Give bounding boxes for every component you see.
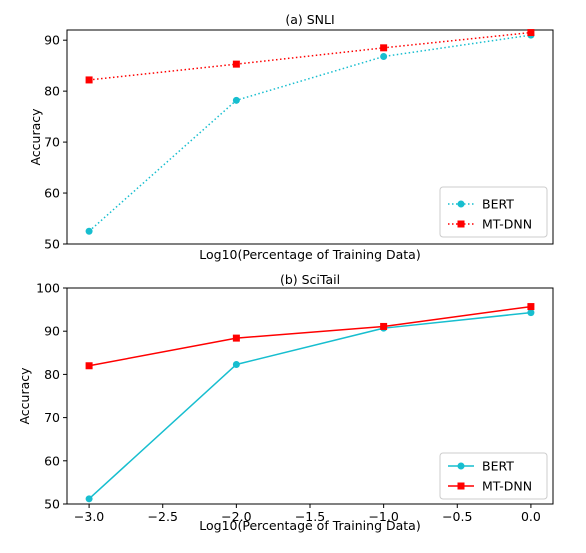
panel-scitail-series-bert-point xyxy=(85,495,93,503)
panel-snli-y-tick-label: 50 xyxy=(44,237,60,252)
panel-scitail-y-ticks: 50 60 70 80 90 100 xyxy=(36,281,67,512)
panel-scitail-x-tick-label: −1.0 xyxy=(368,509,398,524)
panel-scitail-series-mt-dnn-point xyxy=(527,303,535,311)
panel-snli-series-bert-point xyxy=(85,227,93,235)
panel-scitail-legend-bert-marker xyxy=(457,462,465,470)
panel-scitail-y-tick-label: 70 xyxy=(44,410,60,425)
panel-scitail-y-tick-label: 50 xyxy=(44,497,60,512)
panel-scitail-series-mt-dnn-line xyxy=(88,305,532,367)
panel-scitail-y-tick-label: 90 xyxy=(44,324,60,339)
panel-snli-series-mt-dnn-point xyxy=(85,76,93,84)
panel-snli-y-tick-label: 90 xyxy=(44,33,60,48)
panel-snli: (a) SNLI Accuracy Log10(Percentage of Tr… xyxy=(28,12,554,262)
panel-scitail-series-mt-dnn-point xyxy=(85,362,93,370)
panel-snli-series-mt-dnn-point xyxy=(380,44,388,52)
panel-snli-y-tick-label: 80 xyxy=(44,84,60,99)
panel-snli-plot-frame xyxy=(66,29,554,245)
panel-scitail-x-ticks: −3.0 −2.5 −2.0 −1.5 −1.0 −0.5 0.0 xyxy=(74,504,541,524)
panel-snli-legend: BERT MT-DNN xyxy=(439,186,548,238)
panel-scitail-legend-mtdnn-marker xyxy=(457,482,465,490)
panel-snli-ylabel: Accuracy xyxy=(28,108,43,166)
panel-scitail-x-tick-label: −0.5 xyxy=(442,509,472,524)
panel-scitail-legend-box xyxy=(439,452,548,500)
panel-snli-legend-mtdnn-marker xyxy=(457,220,465,228)
panel-snli-series-mt-dnn-point xyxy=(527,29,535,37)
panel-snli-legend-bert-label: BERT xyxy=(482,197,514,212)
panel-snli-xlabel: Log10(Percentage of Training Data) xyxy=(199,247,420,262)
panel-snli-series-bert-point xyxy=(232,96,240,104)
panel-scitail-ylabel: Accuracy xyxy=(17,367,32,425)
panel-snli-series-bert-point xyxy=(380,52,388,60)
panel-scitail-legend-bert-label: BERT xyxy=(482,459,514,474)
panel-scitail-x-tick-label: −2.5 xyxy=(148,509,178,524)
panel-scitail-series-bert-point xyxy=(232,360,240,368)
panel-snli-title: (a) SNLI xyxy=(285,12,334,27)
panel-scitail-legend-mtdnn-label: MT-DNN xyxy=(482,479,532,494)
panel-scitail-x-tick-label: −3.0 xyxy=(74,509,104,524)
panel-scitail-x-tick-label: 0.0 xyxy=(521,509,541,524)
panel-scitail: (b) SciTail Accuracy Log10(Percentage of… xyxy=(17,272,554,533)
panel-scitail-series-bert-point xyxy=(527,309,535,317)
panel-snli-legend-mtdnn-label: MT-DNN xyxy=(482,217,532,232)
panel-scitail-x-tick-label: −1.5 xyxy=(295,509,325,524)
panel-snli-series-bert-line xyxy=(88,34,532,232)
panel-scitail-series-bert-line xyxy=(88,311,531,500)
panel-scitail-xlabel: Log10(Percentage of Training Data) xyxy=(199,518,420,533)
panel-scitail-series-mt-dnn-point xyxy=(232,334,240,342)
panel-snli-legend-box xyxy=(439,186,548,238)
panel-snli-series-mt-dnn-point xyxy=(232,60,240,68)
panel-scitail-series xyxy=(85,303,535,503)
panel-scitail-title: (b) SciTail xyxy=(280,272,340,287)
panel-scitail-y-tick-label: 60 xyxy=(44,453,60,468)
panel-snli-series xyxy=(85,29,535,235)
panel-snli-y-ticks: 50 60 70 80 90 xyxy=(44,33,67,252)
panel-scitail-legend: BERT MT-DNN xyxy=(439,452,548,500)
panel-scitail-y-tick-label: 100 xyxy=(36,281,60,296)
panel-scitail-series-mt-dnn-point xyxy=(380,322,388,330)
panel-scitail-y-tick-label: 80 xyxy=(44,367,60,382)
panel-snli-y-tick-label: 60 xyxy=(44,186,60,201)
panel-snli-legend-bert-marker xyxy=(457,200,465,208)
panel-scitail-x-tick-label: −2.0 xyxy=(221,509,251,524)
panel-snli-y-tick-label: 70 xyxy=(44,135,60,150)
